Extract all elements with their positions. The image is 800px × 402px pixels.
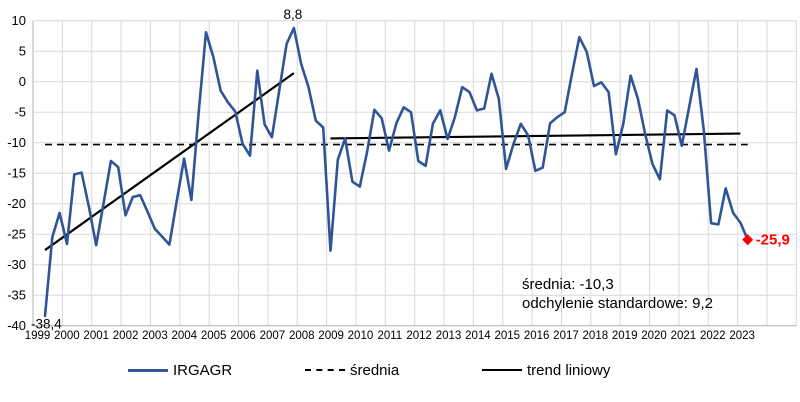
- y-tick-label: -25: [7, 227, 26, 242]
- x-tick-label: 2021: [671, 330, 697, 342]
- x-tick-label: 2002: [113, 330, 139, 342]
- x-tick-label: 2007: [260, 330, 286, 342]
- y-tick-label: -35: [7, 288, 26, 303]
- x-tick-label: 2020: [641, 330, 667, 342]
- start-value-label: -38,4: [31, 317, 62, 332]
- x-tick-label: 1999: [25, 330, 51, 342]
- x-tick-label: 2011: [377, 330, 402, 342]
- x-tick-label: 2019: [612, 330, 638, 342]
- legend-label-mean: średnia: [350, 361, 400, 379]
- end-marker-diamond-icon: [742, 234, 754, 246]
- x-tick-label: 2023: [729, 330, 755, 342]
- x-tick-label: 2012: [406, 330, 432, 342]
- legend-label-trend: trend liniowy: [527, 361, 611, 379]
- mean-stat-text: średnia: -10,3: [522, 276, 614, 293]
- trend-line-segment: [44, 72, 295, 251]
- legend-item-trend: trend liniowy: [482, 360, 610, 380]
- end-value-label: -25,9: [756, 232, 790, 249]
- x-tick-label: 2022: [700, 330, 726, 342]
- chart-legend: IRGAGR średnia trend liniowy: [0, 360, 800, 384]
- y-tick-label: -30: [7, 257, 26, 272]
- legend-label-irgagr: IRGAGR: [173, 361, 233, 379]
- x-tick-label: 2005: [201, 330, 227, 342]
- x-tick-label: 2017: [553, 330, 579, 342]
- x-tick-label: 2006: [230, 330, 256, 342]
- y-tick-label: -10: [7, 135, 26, 150]
- x-tick-label: 2008: [289, 330, 315, 342]
- y-tick-label: 0: [19, 74, 26, 89]
- legend-item-irgagr: IRGAGR: [128, 360, 232, 380]
- y-tick-label: 10: [12, 13, 26, 28]
- x-tick-label: 2003: [142, 330, 168, 342]
- std-stat-text: odchylenie standardowe: 9,2: [522, 294, 713, 312]
- x-tick-label: 2016: [524, 330, 550, 342]
- x-tick-label: 2014: [465, 330, 491, 342]
- x-tick-label: 2004: [172, 330, 198, 342]
- x-tick-label: 2009: [318, 330, 344, 342]
- y-tick-label: -5: [14, 105, 26, 120]
- trend-line-segment: [330, 132, 741, 140]
- x-tick-label: 2010: [348, 330, 374, 342]
- dashed-line-swatch-icon: [305, 369, 345, 371]
- x-tick-label: 2018: [583, 330, 609, 342]
- x-tick-label: 2013: [436, 330, 462, 342]
- legend-item-mean: średnia: [305, 360, 399, 380]
- x-tick-label: 2000: [54, 330, 80, 342]
- y-tick-label: -15: [7, 166, 26, 181]
- irgagr-series-line: [43, 26, 750, 318]
- series-line-swatch-icon: [128, 368, 168, 372]
- solid-line-swatch-icon: [482, 369, 522, 371]
- peak-value-label: 8,8: [283, 7, 302, 22]
- x-tick-label: 2015: [494, 330, 520, 342]
- x-tick-label: 2001: [83, 330, 109, 342]
- y-tick-label: -20: [7, 196, 26, 211]
- y-tick-label: 5: [19, 44, 26, 59]
- stats-annotation: średnia: -10,3 odchylenie standardowe: 9…: [522, 276, 713, 313]
- y-tick-label: -40: [7, 318, 26, 333]
